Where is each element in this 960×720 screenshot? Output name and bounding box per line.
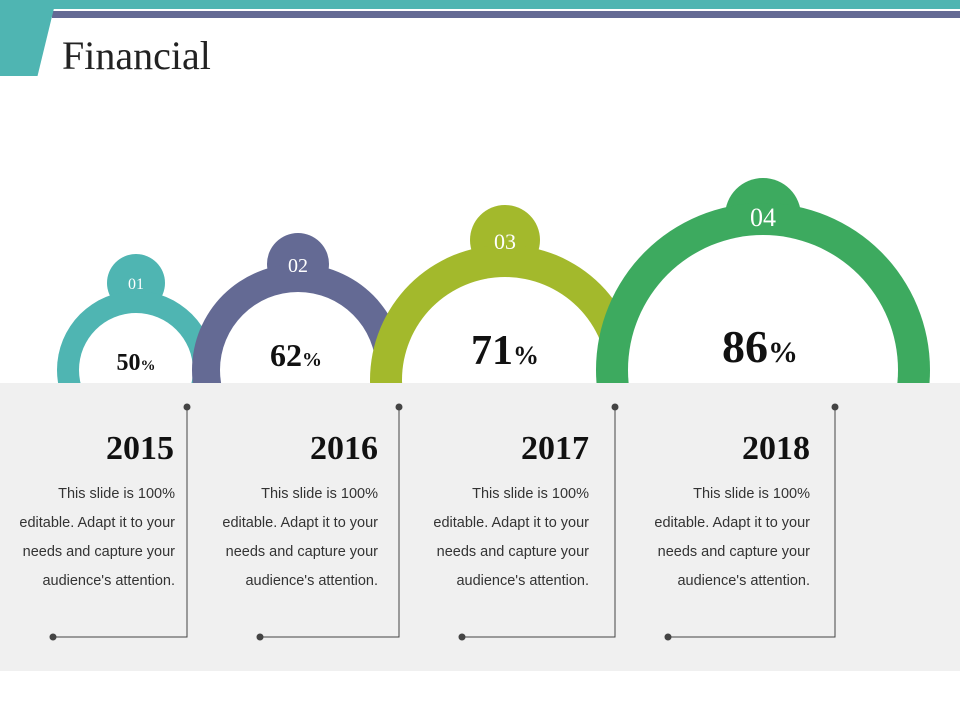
arc-item-2: 02 62% <box>192 233 404 400</box>
number-label-4: 04 <box>750 203 776 232</box>
ring-hole-3 <box>402 277 608 400</box>
percent-label-1: 50% <box>117 350 156 376</box>
number-label-1: 01 <box>128 276 144 293</box>
details-panel <box>0 383 960 671</box>
percent-label-3: 71% <box>471 328 539 374</box>
arc-diagram: 01 50% 02 62% 03 71% 04 86% <box>57 178 930 400</box>
percent-label-4: 86% <box>722 321 798 372</box>
year-label-3: 2017 <box>521 430 589 467</box>
arc-item-3: 03 71% <box>370 205 640 400</box>
number-label-3: 03 <box>494 229 516 254</box>
arc-item-1: 01 50% <box>57 254 215 400</box>
slide-title: Financial <box>62 33 211 78</box>
percent-label-2: 62% <box>270 337 322 373</box>
description-4: This slide is 100% editable. Adapt it to… <box>654 486 810 589</box>
connector-4 <box>664 403 839 641</box>
connector-1 <box>49 403 191 641</box>
number-label-2: 02 <box>288 255 308 277</box>
year-label-4: 2018 <box>742 430 810 467</box>
description-3: This slide is 100% editable. Adapt it to… <box>433 486 589 589</box>
ring-hole-4 <box>628 235 898 400</box>
top-accent-bar <box>52 0 960 9</box>
top-accent-bar-secondary <box>52 11 960 18</box>
year-label-2: 2016 <box>310 430 378 467</box>
year-label-1: 2015 <box>106 430 174 467</box>
arc-item-4: 04 86% <box>596 178 930 400</box>
ring-hole-1 <box>79 313 193 400</box>
connector-2 <box>256 403 403 641</box>
description-1: This slide is 100% editable. Adapt it to… <box>19 486 175 589</box>
description-2: This slide is 100% editable. Adapt it to… <box>222 486 378 589</box>
ring-hole-2 <box>220 292 376 400</box>
connector-3 <box>458 403 619 641</box>
